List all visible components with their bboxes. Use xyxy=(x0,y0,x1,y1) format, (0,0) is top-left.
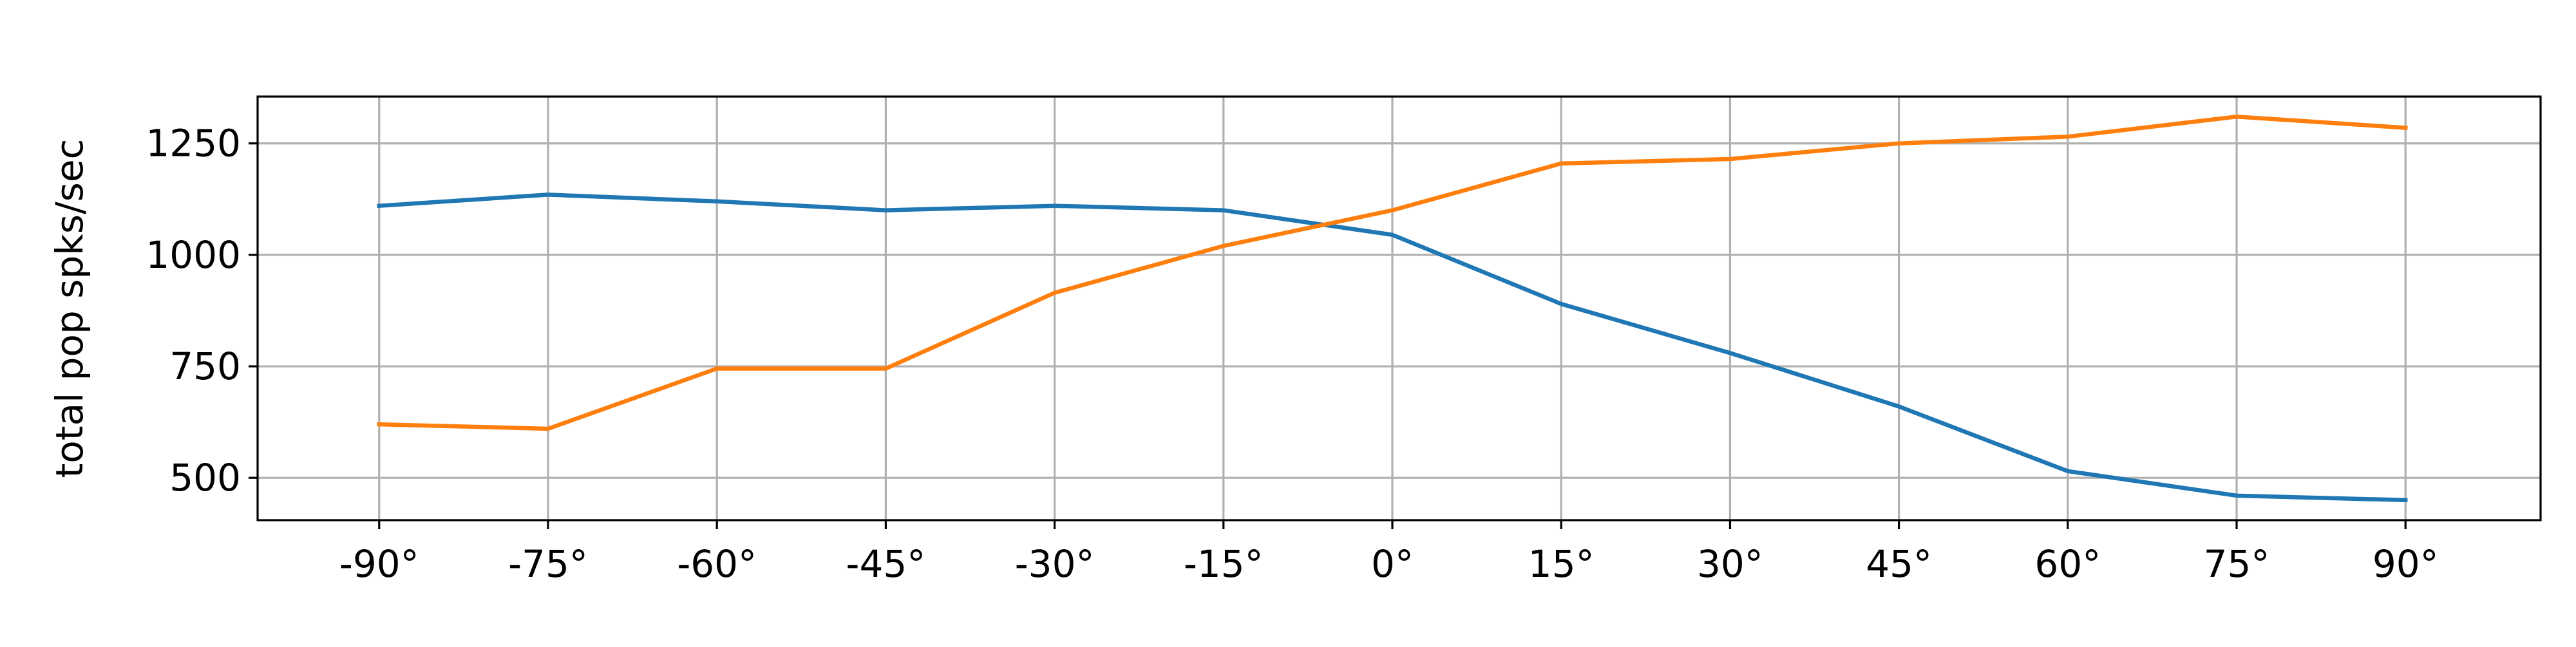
x-tick-label: -15° xyxy=(1184,542,1264,586)
x-tick-label: 45° xyxy=(1866,542,1932,586)
y-axis-label: total pop spks/sec xyxy=(48,139,91,478)
y-tick-label: 750 xyxy=(169,344,241,388)
y-tick-label: 1000 xyxy=(146,233,241,277)
x-tick-label: -30° xyxy=(1015,542,1095,586)
x-tick-label: 0° xyxy=(1371,542,1414,586)
x-tick-label: 90° xyxy=(2372,542,2439,586)
y-tick-label: 1250 xyxy=(146,122,241,165)
x-tick-label: -75° xyxy=(508,542,588,586)
x-tick-label: 30° xyxy=(1697,542,1763,586)
x-tick-label: 15° xyxy=(1528,542,1595,586)
x-tick-label: 75° xyxy=(2204,542,2270,586)
plot-frame xyxy=(256,95,2542,521)
x-tick-label: -60° xyxy=(677,542,757,586)
series-line-1 xyxy=(377,192,2408,503)
grid-layer xyxy=(258,97,2541,520)
x-tick-label: -90° xyxy=(339,542,419,586)
series-layer xyxy=(377,114,2408,503)
x-tick-label: 60° xyxy=(2034,542,2101,586)
y-tick-label: 500 xyxy=(169,456,241,500)
x-tick-label: -45° xyxy=(846,542,926,586)
tick-layer: -90° -75° -60° -45° -30° -15° 0° 15° 30° 45° 60° 75… xyxy=(146,122,2438,586)
series-line-2 xyxy=(377,114,2408,431)
